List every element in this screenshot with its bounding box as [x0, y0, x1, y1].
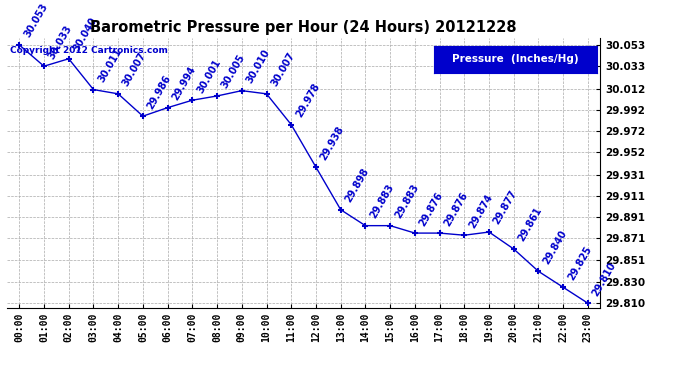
Text: 29.825: 29.825 — [566, 244, 593, 282]
Text: 30.007: 30.007 — [121, 51, 148, 88]
Text: 30.053: 30.053 — [22, 2, 50, 39]
Text: 29.883: 29.883 — [368, 182, 396, 220]
Text: 30.033: 30.033 — [47, 23, 75, 61]
Text: 29.898: 29.898 — [344, 166, 371, 204]
Text: 29.810: 29.810 — [591, 260, 618, 298]
Text: 29.840: 29.840 — [541, 228, 569, 266]
Text: 29.874: 29.874 — [467, 192, 495, 230]
Text: 30.040: 30.040 — [72, 16, 99, 53]
Text: Copyright 2012 Cartronics.com: Copyright 2012 Cartronics.com — [10, 46, 168, 55]
Text: 30.001: 30.001 — [195, 57, 223, 94]
Text: 30.011: 30.011 — [96, 46, 124, 84]
Text: 29.986: 29.986 — [146, 73, 173, 111]
Text: 30.007: 30.007 — [269, 51, 297, 88]
Text: 30.005: 30.005 — [220, 53, 247, 90]
Text: 29.938: 29.938 — [319, 124, 346, 162]
Text: 29.861: 29.861 — [517, 206, 544, 243]
Text: 29.978: 29.978 — [294, 81, 322, 119]
Text: 29.876: 29.876 — [442, 190, 470, 228]
Text: 30.010: 30.010 — [244, 48, 272, 85]
Text: 29.994: 29.994 — [170, 64, 198, 102]
Title: Barometric Pressure per Hour (24 Hours) 20121228: Barometric Pressure per Hour (24 Hours) … — [90, 20, 517, 35]
Text: 29.883: 29.883 — [393, 182, 420, 220]
Text: 29.876: 29.876 — [417, 190, 445, 228]
Text: 29.877: 29.877 — [492, 189, 520, 226]
